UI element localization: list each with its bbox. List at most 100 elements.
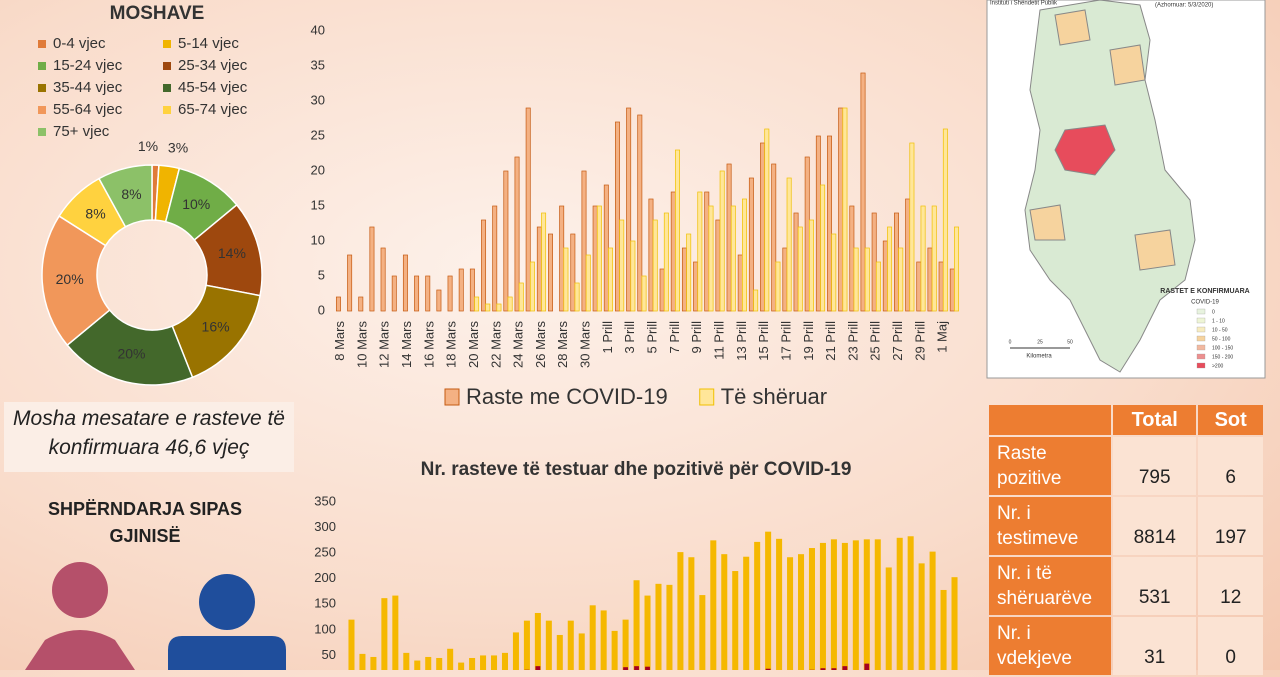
x-tick-label: 15 Prill <box>756 321 771 361</box>
x-tick-label: 30 Mars <box>578 321 593 368</box>
bar <box>660 269 664 311</box>
bar <box>861 73 865 311</box>
bar <box>502 653 508 670</box>
x-tick-label: 24 Mars <box>511 321 526 368</box>
x-tick-label: 25 Prill <box>868 321 883 361</box>
pie-label: 20% <box>56 271 84 287</box>
gender-icons <box>25 562 286 670</box>
bar <box>608 248 612 311</box>
bar <box>705 192 709 311</box>
value-cell: 12 <box>1198 557 1263 615</box>
value-cell: 795 <box>1113 437 1196 495</box>
bar <box>480 655 486 670</box>
bar <box>954 227 958 311</box>
male-head <box>199 574 255 630</box>
bar <box>519 283 523 311</box>
map-legend-swatch <box>1197 318 1205 323</box>
map-legend-label: 1 - 10 <box>1212 318 1225 324</box>
bar <box>515 157 519 311</box>
bar <box>820 543 826 670</box>
bar <box>524 621 530 670</box>
bar <box>687 234 691 311</box>
bar <box>899 248 903 311</box>
legend-label: 5-14 vjec <box>178 35 239 52</box>
bar <box>721 554 727 670</box>
bar <box>682 248 686 311</box>
bar <box>919 563 925 670</box>
bar <box>582 171 586 311</box>
bar <box>732 571 738 670</box>
bar <box>481 220 485 311</box>
bar <box>831 539 837 670</box>
bar <box>688 557 694 670</box>
y-tick-label: 30 <box>311 92 325 107</box>
row-label: Nr. i testimeve <box>989 497 1111 555</box>
bar <box>776 539 782 670</box>
x-tick-label: 14 Mars <box>399 321 414 368</box>
bar <box>675 150 679 311</box>
pie-label: 8% <box>121 186 141 202</box>
legend-swatch <box>38 106 46 114</box>
bar <box>642 276 646 311</box>
y-tick-label: 10 <box>311 232 325 247</box>
bar <box>537 227 541 311</box>
value-cell: 31 <box>1113 617 1196 675</box>
header-cell: Total <box>1113 405 1196 435</box>
bar <box>709 206 713 311</box>
bar <box>921 206 925 311</box>
bar <box>655 584 661 670</box>
bar <box>932 206 936 311</box>
bar <box>928 248 932 311</box>
bar <box>908 536 914 670</box>
legend-label: 45-54 vjec <box>178 79 248 96</box>
bar <box>749 178 753 311</box>
x-tick-label: 23 Prill <box>845 321 860 361</box>
bar <box>425 657 431 670</box>
bar <box>816 136 820 311</box>
legend-label: 35-44 vjec <box>53 79 123 96</box>
bar <box>950 269 954 311</box>
bar <box>720 171 724 311</box>
bar <box>731 206 735 311</box>
bar <box>842 666 847 670</box>
bar <box>693 262 697 311</box>
bar <box>381 598 387 670</box>
map-legend-swatch <box>1197 354 1205 359</box>
bar <box>760 143 764 311</box>
map-legend-label: 0 <box>1212 309 1215 315</box>
map-legend-swatch <box>1197 345 1205 350</box>
y-tick-label: 50 <box>322 647 336 662</box>
bar <box>839 108 843 311</box>
bar <box>392 596 398 670</box>
bar <box>414 661 420 670</box>
bar <box>930 552 936 670</box>
x-tick-label: 5 Prill <box>645 321 660 354</box>
bar <box>579 633 585 670</box>
bar <box>727 164 731 311</box>
map-legend-label: 100 - 150 <box>1212 345 1233 351</box>
bar <box>634 666 639 670</box>
y-tick-label: 350 <box>314 493 336 508</box>
map-legend-swatch <box>1197 309 1205 314</box>
bar <box>886 567 892 670</box>
legend-label: 75+ vjec <box>53 123 110 140</box>
x-tick-label: 28 Mars <box>555 321 570 368</box>
bar <box>548 234 552 311</box>
bar <box>798 554 804 670</box>
x-tick-label: 22 Mars <box>488 321 503 368</box>
map-legend-subtitle: COVID-19 <box>1191 300 1219 306</box>
legend-label: 65-74 vjec <box>178 101 248 118</box>
value-cell: 531 <box>1113 557 1196 615</box>
bar <box>666 585 672 670</box>
bar <box>805 157 809 311</box>
bar <box>437 290 441 311</box>
x-tick-label: 21 Prill <box>823 321 838 361</box>
bar <box>699 595 705 670</box>
x-tick-label: 29 Prill <box>912 321 927 361</box>
pie-label: 8% <box>85 206 105 222</box>
female-body <box>25 630 135 670</box>
x-tick-label: 17 Prill <box>778 321 793 361</box>
x-tick-label: 3 Prill <box>622 321 637 354</box>
